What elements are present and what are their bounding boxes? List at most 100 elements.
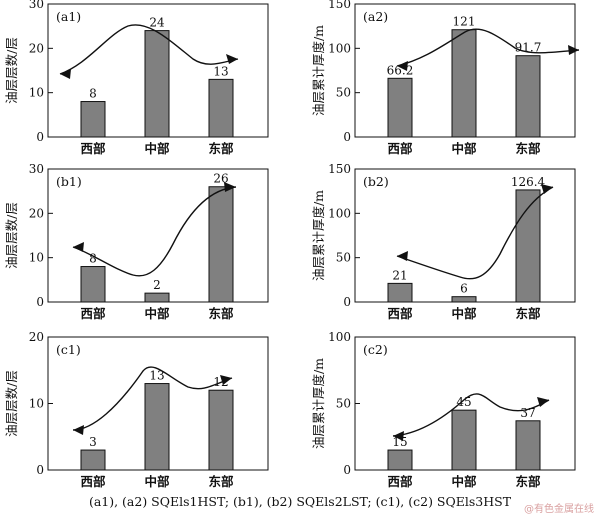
bar bbox=[387, 449, 413, 471]
bar-value-label: 37 bbox=[520, 406, 535, 420]
bar-value-label: 3 bbox=[89, 435, 97, 449]
bar bbox=[80, 449, 106, 471]
bar bbox=[80, 101, 106, 138]
trend-arrowhead-start bbox=[73, 242, 84, 252]
x-category-label: 东部 bbox=[515, 141, 541, 156]
y-tick-label: 20 bbox=[29, 206, 44, 220]
bar bbox=[208, 78, 234, 138]
x-category-label: 东部 bbox=[208, 474, 234, 489]
y-tick-label: 10 bbox=[29, 251, 44, 265]
y-tick-label: 10 bbox=[29, 86, 44, 100]
bar-value-label: 45 bbox=[456, 395, 471, 409]
trend-arrow bbox=[72, 186, 237, 277]
y-tick-label: 150 bbox=[328, 162, 351, 176]
trend-arrow bbox=[59, 24, 239, 75]
y-tick-label: 20 bbox=[29, 330, 44, 344]
bar-value-label: 13 bbox=[213, 64, 228, 78]
trend-arrowhead-end bbox=[541, 184, 553, 194]
y-tick-label: 50 bbox=[336, 251, 351, 265]
bar-value-label: 6 bbox=[460, 282, 468, 296]
y-tick-label: 100 bbox=[328, 206, 351, 220]
x-category-label: 中部 bbox=[451, 306, 477, 321]
x-category-label: 西部 bbox=[387, 141, 413, 156]
panel-label: (a1) bbox=[56, 9, 81, 24]
bar bbox=[451, 409, 477, 471]
y-tick-label: 100 bbox=[328, 41, 351, 55]
y-tick-label: 100 bbox=[328, 330, 351, 344]
trend-arrowhead-start bbox=[397, 251, 408, 261]
y-axis-label: 油层累计厚度/m bbox=[311, 358, 326, 449]
x-category-label: 西部 bbox=[387, 474, 413, 489]
panel-label: (b2) bbox=[363, 174, 389, 189]
trend-arrowhead-end bbox=[568, 45, 579, 55]
panel-label: (c2) bbox=[363, 342, 388, 357]
y-tick-label: 50 bbox=[336, 397, 351, 411]
bar-value-label: 121 bbox=[453, 15, 476, 29]
x-category-label: 中部 bbox=[144, 141, 170, 156]
watermark: @有色金属在线 bbox=[524, 504, 594, 515]
bar bbox=[144, 383, 170, 471]
bar bbox=[515, 55, 541, 138]
x-category-label: 中部 bbox=[451, 141, 477, 156]
y-tick-label: 0 bbox=[36, 130, 44, 144]
y-axis-label: 油层累计厚度/m bbox=[311, 25, 326, 116]
x-category-label: 西部 bbox=[80, 306, 106, 321]
trend-arrowhead-end bbox=[537, 397, 549, 407]
x-category-label: 西部 bbox=[80, 141, 106, 156]
bar bbox=[208, 389, 234, 471]
y-axis-label: 油层层数/层 bbox=[4, 202, 19, 269]
y-tick-label: 30 bbox=[29, 162, 44, 176]
y-tick-label: 0 bbox=[36, 295, 44, 309]
bar-value-label: 15 bbox=[392, 435, 407, 449]
x-category-label: 中部 bbox=[144, 474, 170, 489]
bar-value-label: 26 bbox=[213, 172, 228, 186]
x-category-label: 东部 bbox=[208, 141, 234, 156]
bar bbox=[387, 282, 413, 303]
trend-arrowhead-start bbox=[73, 425, 84, 435]
trend-arrowhead-start bbox=[397, 61, 408, 71]
bar bbox=[144, 292, 170, 303]
bar-value-label: 8 bbox=[89, 87, 97, 101]
bar bbox=[387, 77, 413, 138]
trend-arrow bbox=[396, 28, 580, 67]
trend-arrowhead-start bbox=[393, 431, 404, 441]
trend-arrowhead-end bbox=[226, 54, 238, 64]
y-tick-label: 0 bbox=[343, 295, 351, 309]
bar-value-label: 2 bbox=[153, 278, 161, 292]
y-tick-label: 150 bbox=[328, 0, 351, 11]
x-category-label: 东部 bbox=[208, 306, 234, 321]
bar bbox=[451, 296, 477, 303]
bar bbox=[144, 30, 170, 138]
y-axis-label: 油层累计厚度/m bbox=[311, 190, 326, 281]
y-axis-label: 油层层数/层 bbox=[4, 37, 19, 104]
y-tick-label: 0 bbox=[343, 463, 351, 477]
bar bbox=[515, 420, 541, 471]
figure-caption: (a1), (a2) SQEls1HST; (b1), (b2) SQEls2L… bbox=[88, 494, 512, 509]
bar bbox=[208, 186, 234, 303]
panel-label: (b1) bbox=[56, 174, 82, 189]
bar-value-label: 13 bbox=[149, 369, 164, 383]
y-tick-label: 0 bbox=[36, 463, 44, 477]
trend-arrowhead-start bbox=[60, 69, 71, 79]
trend-arrow bbox=[392, 393, 550, 437]
trend-arrow bbox=[396, 186, 554, 280]
bar bbox=[451, 29, 477, 138]
y-tick-label: 30 bbox=[29, 0, 44, 11]
x-category-label: 东部 bbox=[515, 306, 541, 321]
trend-arrow bbox=[72, 366, 233, 431]
panel-label: (a2) bbox=[363, 9, 388, 24]
panel-label: (c1) bbox=[56, 342, 81, 357]
bar bbox=[515, 189, 541, 303]
y-tick-label: 20 bbox=[29, 41, 44, 55]
x-category-label: 中部 bbox=[451, 474, 477, 489]
x-category-label: 西部 bbox=[80, 474, 106, 489]
x-category-label: 中部 bbox=[144, 306, 170, 321]
trend-arrowhead-end bbox=[224, 182, 236, 192]
y-tick-label: 50 bbox=[336, 86, 351, 100]
x-category-label: 东部 bbox=[515, 474, 541, 489]
